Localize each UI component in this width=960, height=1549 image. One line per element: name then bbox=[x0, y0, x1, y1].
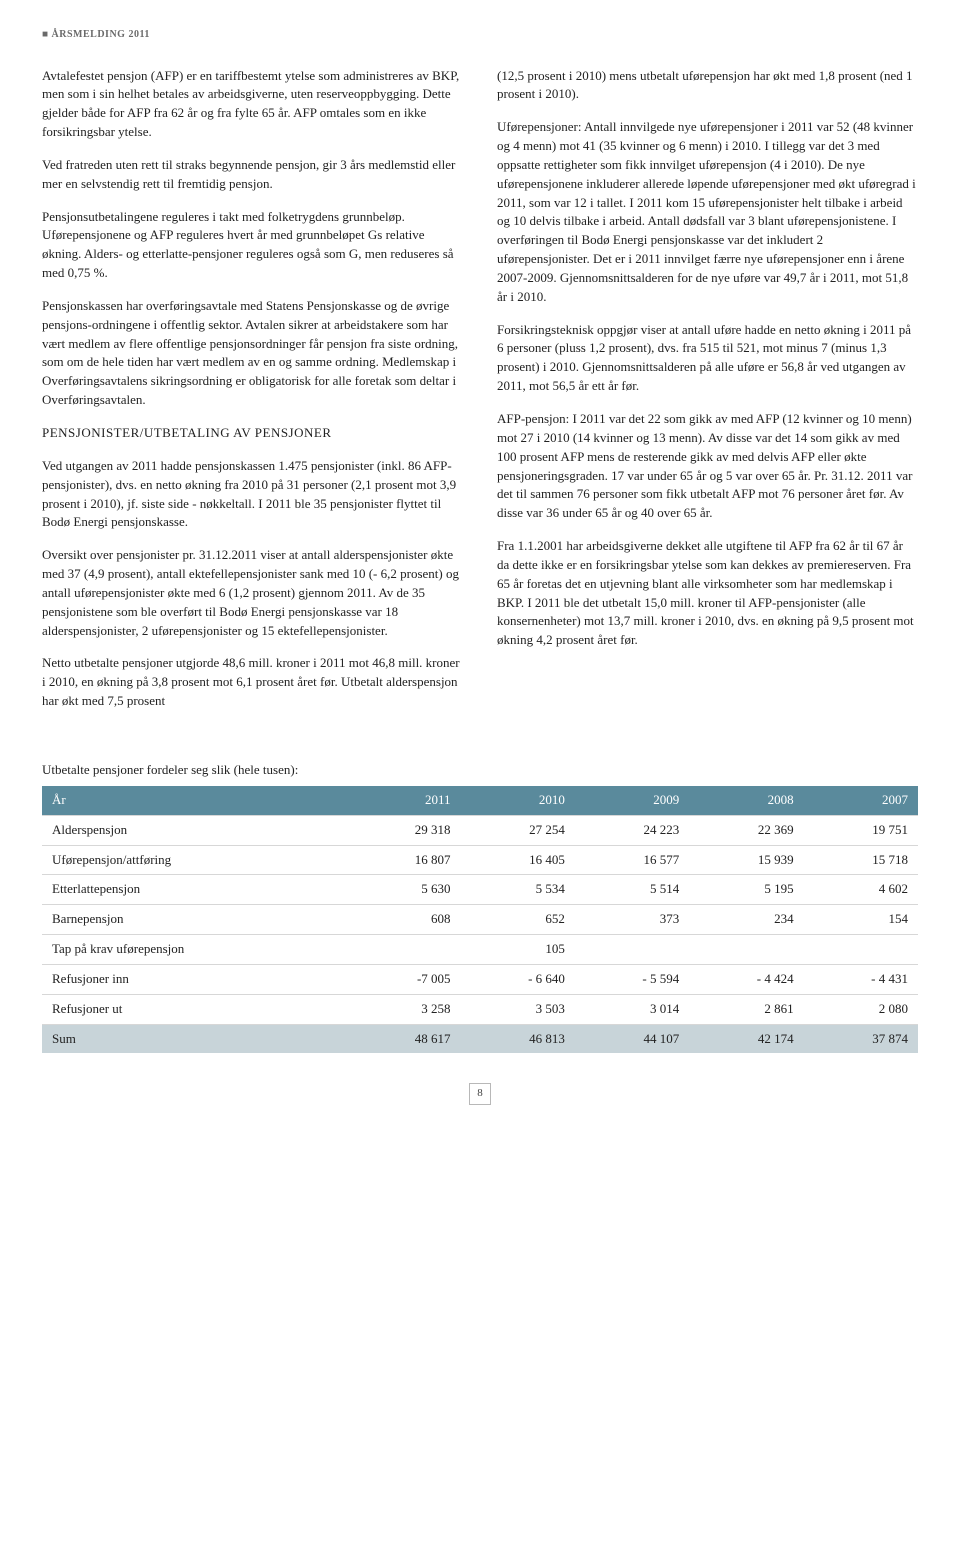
page-number: 8 bbox=[469, 1083, 491, 1105]
table-header-row: År 2011 2010 2009 2008 2007 bbox=[42, 786, 918, 815]
cell: 44 107 bbox=[575, 1024, 689, 1053]
cell: 2 861 bbox=[689, 994, 803, 1024]
left-column: Avtalefestet pensjon (AFP) er en tariffb… bbox=[42, 67, 463, 725]
pension-table: År 2011 2010 2009 2008 2007 Alderspensjo… bbox=[42, 786, 918, 1054]
table-row: Barnepensjon 608 652 373 234 154 bbox=[42, 905, 918, 935]
col-header: År bbox=[42, 786, 348, 815]
cell: 3 503 bbox=[461, 994, 575, 1024]
cell: 105 bbox=[461, 935, 575, 965]
col-header: 2008 bbox=[689, 786, 803, 815]
cell bbox=[348, 935, 460, 965]
table-row: Etterlattepensjon 5 630 5 534 5 514 5 19… bbox=[42, 875, 918, 905]
cell: - 6 640 bbox=[461, 964, 575, 994]
table-header: År 2011 2010 2009 2008 2007 bbox=[42, 786, 918, 815]
paragraph: (12,5 prosent i 2010) mens utbetalt ufør… bbox=[497, 67, 918, 105]
cell: - 4 431 bbox=[804, 964, 918, 994]
cell: 19 751 bbox=[804, 815, 918, 845]
cell bbox=[689, 935, 803, 965]
cell: 652 bbox=[461, 905, 575, 935]
cell: Etterlattepensjon bbox=[42, 875, 348, 905]
cell: 16 807 bbox=[348, 845, 460, 875]
cell: 154 bbox=[804, 905, 918, 935]
paragraph: Ved utgangen av 2011 hadde pensjonskasse… bbox=[42, 457, 463, 532]
cell: 608 bbox=[348, 905, 460, 935]
cell: 5 534 bbox=[461, 875, 575, 905]
cell: - 5 594 bbox=[575, 964, 689, 994]
cell: Refusjoner inn bbox=[42, 964, 348, 994]
table-caption: Utbetalte pensjoner fordeler seg slik (h… bbox=[42, 761, 918, 780]
paragraph: Forsikringsteknisk oppgjør viser at anta… bbox=[497, 321, 918, 396]
cell: Uførepensjon/attføring bbox=[42, 845, 348, 875]
col-header: 2011 bbox=[348, 786, 460, 815]
cell: - 4 424 bbox=[689, 964, 803, 994]
cell: 46 813 bbox=[461, 1024, 575, 1053]
paragraph: Netto utbetalte pensjoner utgjorde 48,6 … bbox=[42, 654, 463, 711]
cell: 27 254 bbox=[461, 815, 575, 845]
cell: Barnepensjon bbox=[42, 905, 348, 935]
cell: 5 195 bbox=[689, 875, 803, 905]
cell bbox=[575, 935, 689, 965]
table-body: Alderspensjon 29 318 27 254 24 223 22 36… bbox=[42, 815, 918, 1053]
table-row: Tap på krav uførepensjon 105 bbox=[42, 935, 918, 965]
table-sum-row: Sum 48 617 46 813 44 107 42 174 37 874 bbox=[42, 1024, 918, 1053]
cell: 16 405 bbox=[461, 845, 575, 875]
cell: Tap på krav uførepensjon bbox=[42, 935, 348, 965]
paragraph: Ved fratreden uten rett til straks begyn… bbox=[42, 156, 463, 194]
document-header: ÅRSMELDING 2011 bbox=[42, 28, 918, 43]
paragraph: Fra 1.1.2001 har arbeidsgiverne dekket a… bbox=[497, 537, 918, 650]
cell: 3 258 bbox=[348, 994, 460, 1024]
cell: 16 577 bbox=[575, 845, 689, 875]
col-header: 2010 bbox=[461, 786, 575, 815]
cell: 24 223 bbox=[575, 815, 689, 845]
right-column: (12,5 prosent i 2010) mens utbetalt ufør… bbox=[497, 67, 918, 725]
cell bbox=[804, 935, 918, 965]
cell: 15 718 bbox=[804, 845, 918, 875]
table-row: Refusjoner ut 3 258 3 503 3 014 2 861 2 … bbox=[42, 994, 918, 1024]
cell: 48 617 bbox=[348, 1024, 460, 1053]
paragraph: Uførepensjoner: Antall innvilgede nye uf… bbox=[497, 118, 918, 306]
cell: 5 514 bbox=[575, 875, 689, 905]
cell: 5 630 bbox=[348, 875, 460, 905]
col-header: 2007 bbox=[804, 786, 918, 815]
cell: 29 318 bbox=[348, 815, 460, 845]
table-row: Refusjoner inn -7 005 - 6 640 - 5 594 - … bbox=[42, 964, 918, 994]
cell: 3 014 bbox=[575, 994, 689, 1024]
table-row: Alderspensjon 29 318 27 254 24 223 22 36… bbox=[42, 815, 918, 845]
cell: 37 874 bbox=[804, 1024, 918, 1053]
cell: 373 bbox=[575, 905, 689, 935]
cell: Sum bbox=[42, 1024, 348, 1053]
col-header: 2009 bbox=[575, 786, 689, 815]
paragraph: Avtalefestet pensjon (AFP) er en tariffb… bbox=[42, 67, 463, 142]
cell: 22 369 bbox=[689, 815, 803, 845]
table-row: Uførepensjon/attføring 16 807 16 405 16 … bbox=[42, 845, 918, 875]
section-heading: PENSJONISTER/UTBETALING AV PENSJONER bbox=[42, 424, 463, 443]
body-columns: Avtalefestet pensjon (AFP) er en tariffb… bbox=[42, 67, 918, 725]
cell: 15 939 bbox=[689, 845, 803, 875]
paragraph: Pensjonsutbetalingene reguleres i takt m… bbox=[42, 208, 463, 283]
cell: 4 602 bbox=[804, 875, 918, 905]
paragraph: Oversikt over pensjonister pr. 31.12.201… bbox=[42, 546, 463, 640]
cell: Alderspensjon bbox=[42, 815, 348, 845]
cell: 2 080 bbox=[804, 994, 918, 1024]
cell: Refusjoner ut bbox=[42, 994, 348, 1024]
paragraph: AFP-pensjon: I 2011 var det 22 som gikk … bbox=[497, 410, 918, 523]
cell: 234 bbox=[689, 905, 803, 935]
cell: 42 174 bbox=[689, 1024, 803, 1053]
cell: -7 005 bbox=[348, 964, 460, 994]
paragraph: Pensjonskassen har overføringsavtale med… bbox=[42, 297, 463, 410]
